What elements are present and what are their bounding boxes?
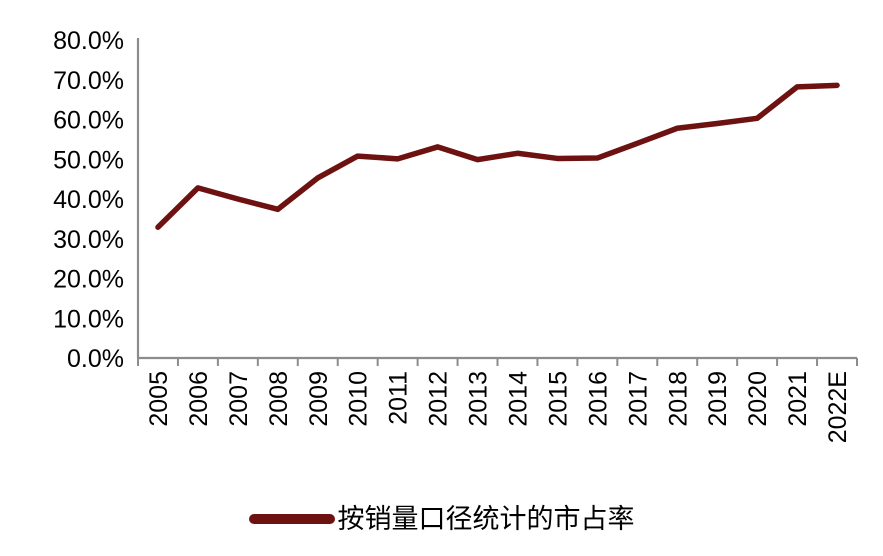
- x-axis-label: 2015: [544, 371, 572, 427]
- x-axis-label: 2020: [744, 371, 772, 427]
- x-axis-label: 2008: [265, 371, 293, 427]
- line-chart-svg: 0.0% 10.0% 20.0% 30.0% 40.0% 50.0% 60.0% 70.0% 8…: [53, 27, 858, 443]
- x-axis-label: 2017: [624, 371, 652, 427]
- y-axis-label: 0.0%: [67, 345, 124, 373]
- x-axis-label: 2006: [185, 371, 213, 427]
- x-axis-label: 2021: [784, 371, 812, 427]
- y-axis-label: 50.0%: [53, 146, 124, 174]
- y-axis-label: 40.0%: [53, 186, 124, 214]
- x-axis-label: 2018: [664, 371, 692, 427]
- x-axis-label: 2009: [305, 371, 333, 427]
- legend-line-swatch: [248, 514, 335, 524]
- y-axis-label: 60.0%: [53, 107, 124, 135]
- x-axis-label: 2011: [385, 371, 413, 425]
- legend-label: 按销量口径统计的市占率: [337, 504, 635, 534]
- data-line-market-share: [155, 82, 840, 230]
- x-axis-label: 2012: [425, 371, 453, 427]
- x-axis-label: 2005: [145, 371, 173, 427]
- legend: 按销量口径统计的市占率: [0, 503, 883, 535]
- y-axis-label: 80.0%: [53, 27, 124, 55]
- x-axis-label: 2016: [584, 371, 612, 427]
- x-axis-label: 2019: [704, 371, 732, 427]
- x-axis-label: 2014: [504, 371, 532, 427]
- x-axis-label: 2007: [225, 371, 253, 427]
- y-axis-label: 20.0%: [53, 266, 124, 294]
- y-axis-label: 30.0%: [53, 226, 124, 254]
- x-axis-label: 2013: [465, 371, 493, 427]
- y-axis-label: 10.0%: [53, 305, 124, 333]
- x-axis-label: 2022E: [824, 371, 852, 443]
- y-axis-label: 70.0%: [53, 67, 124, 95]
- x-axis-label: 2010: [345, 371, 373, 427]
